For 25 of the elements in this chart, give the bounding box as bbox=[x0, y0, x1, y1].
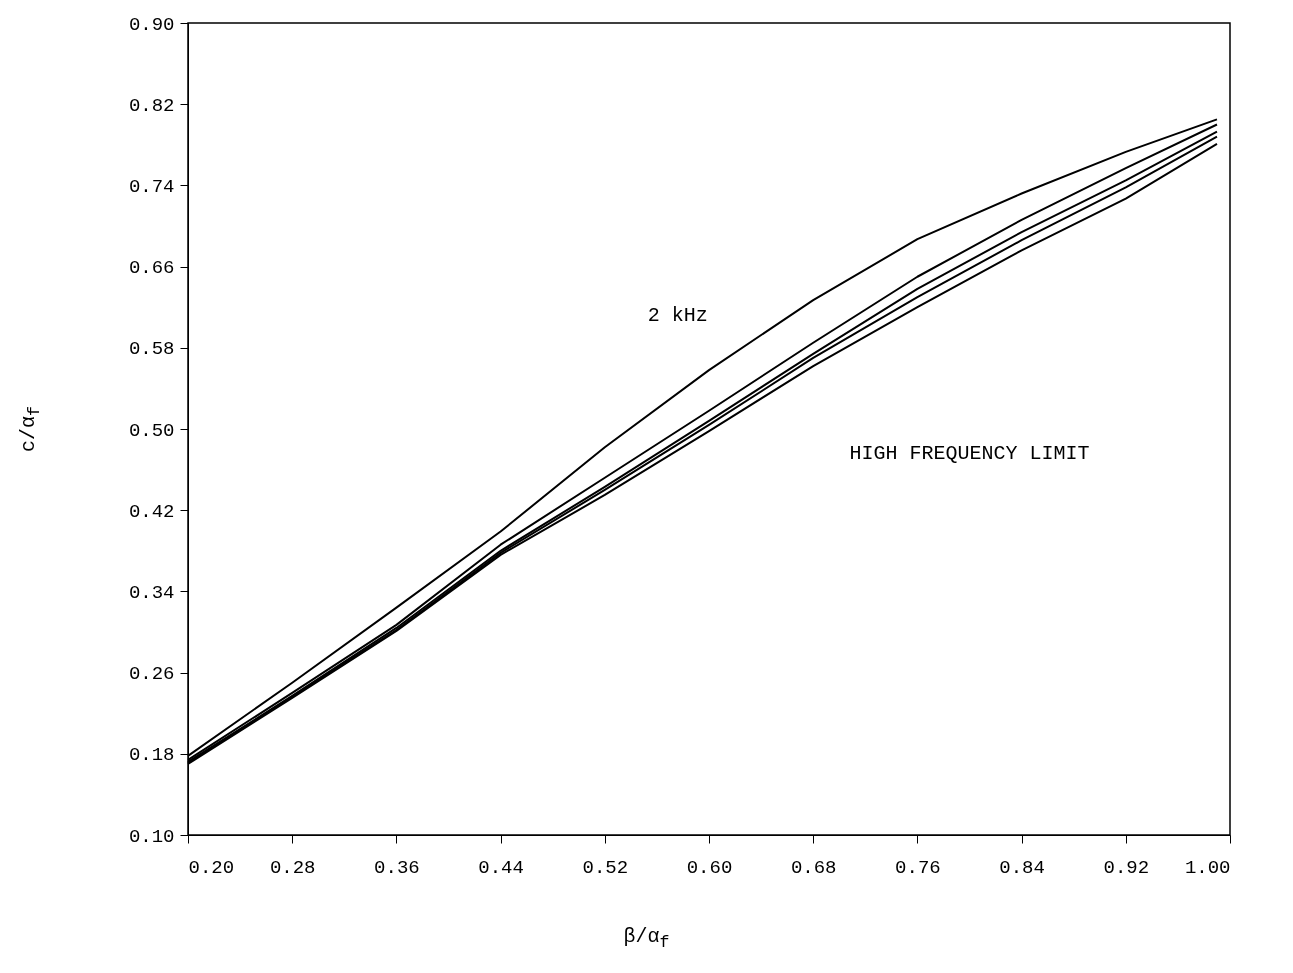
y-tick-label: 0.34 bbox=[128, 581, 175, 604]
x-tick-label: 0.52 bbox=[582, 856, 629, 879]
annotation: 2 kHz bbox=[647, 304, 708, 328]
y-tick-label: 0.90 bbox=[128, 13, 175, 36]
y-tick-label: 0.18 bbox=[128, 744, 175, 767]
x-tick-label: 0.92 bbox=[1103, 856, 1150, 879]
annotation: HIGH FREQUENCY LIMIT bbox=[849, 442, 1090, 466]
y-tick-label: 0.58 bbox=[128, 338, 175, 361]
x-tick-label: 0.28 bbox=[269, 856, 316, 879]
y-tick-label: 0.42 bbox=[128, 500, 175, 523]
x-tick-label: 0.20 bbox=[188, 856, 235, 879]
x-axis-title: β/α$_{f}$ bbox=[622, 925, 671, 952]
y-tick-label: 0.74 bbox=[128, 175, 175, 198]
x-tick-label: 0.44 bbox=[478, 856, 524, 879]
y-tick-label: 0.66 bbox=[128, 257, 175, 280]
x-tick-label: 0.36 bbox=[374, 856, 420, 879]
y-tick-label: 0.82 bbox=[128, 94, 175, 117]
y-tick-label: 0.50 bbox=[128, 419, 175, 442]
y-tick-label: 0.10 bbox=[128, 825, 175, 848]
x-tick-label: 0.84 bbox=[999, 856, 1045, 879]
y-tick-label: 0.26 bbox=[128, 663, 175, 686]
x-tick-label: 0.68 bbox=[790, 856, 837, 879]
x-tick-label: 0.76 bbox=[895, 856, 941, 879]
x-tick-label: 0.60 bbox=[686, 856, 733, 879]
x-tick-label: 1.00 bbox=[1184, 856, 1231, 879]
